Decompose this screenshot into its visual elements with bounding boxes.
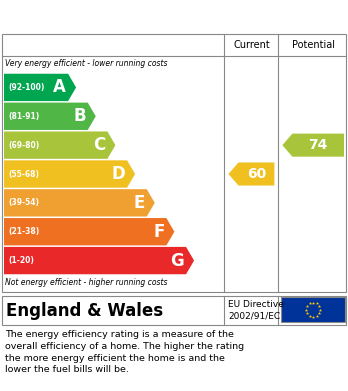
Text: A: A [53,79,66,97]
Text: (39-54): (39-54) [8,198,39,207]
Bar [2,296,346,325]
Text: B: B [73,107,86,125]
Text: (55-68): (55-68) [8,170,39,179]
Text: England & Wales: England & Wales [6,301,163,319]
Text: (69-80): (69-80) [8,141,39,150]
Text: Energy Efficiency Rating: Energy Efficiency Rating [10,9,213,23]
Text: EU Directive
2002/91/EC: EU Directive 2002/91/EC [228,300,284,321]
Text: C: C [93,136,105,154]
Polygon shape [4,102,96,130]
Text: Not energy efficient - higher running costs: Not energy efficient - higher running co… [5,278,167,287]
Text: D: D [111,165,125,183]
Polygon shape [4,74,76,101]
Polygon shape [4,189,155,217]
Polygon shape [4,218,174,246]
Polygon shape [4,160,135,188]
Text: F: F [153,223,164,241]
Text: G: G [170,251,184,269]
Text: (21-38): (21-38) [8,227,39,236]
Text: Current: Current [233,40,270,50]
Text: The energy efficiency rating is a measure of the
overall efficiency of a home. T: The energy efficiency rating is a measur… [5,330,244,375]
Polygon shape [228,162,275,186]
Bar [282,297,345,322]
Text: Potential: Potential [292,40,335,50]
Polygon shape [4,247,194,274]
Text: 74: 74 [309,138,328,152]
Text: Very energy efficient - lower running costs: Very energy efficient - lower running co… [5,59,167,68]
Polygon shape [282,134,344,157]
Text: (1-20): (1-20) [8,256,34,265]
Text: (81-91): (81-91) [8,112,39,121]
Text: 60: 60 [247,167,266,181]
Polygon shape [4,131,116,159]
Text: (92-100): (92-100) [8,83,45,92]
Text: E: E [133,194,145,212]
